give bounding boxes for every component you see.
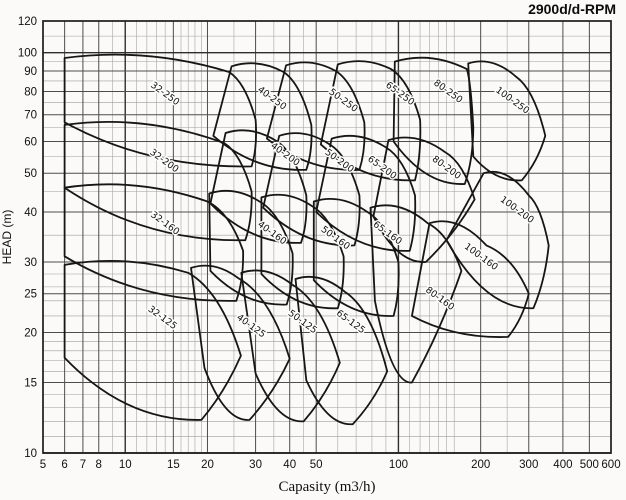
envelope-100-250 [467, 60, 547, 182]
x-tick-label: 400 [553, 459, 572, 471]
axis-tick-labels: 5 6 7 8 10 15 20 30 40 50 100 200 300 400 500 600 10 15 20… [18, 16, 621, 471]
x-tick-label: 20 [201, 459, 214, 471]
envelope-50-160 [260, 193, 345, 310]
y-tick-label: 40 [24, 207, 37, 219]
envelope-label-50-250: 50-250 [327, 87, 360, 115]
x-tick-label: 200 [471, 459, 490, 471]
envelope-80-250 [392, 56, 475, 185]
envelope-label-100-200: 100-200 [498, 194, 536, 226]
x-tick-label: 6 [61, 459, 67, 471]
y-tick-label: 20 [24, 327, 37, 339]
envelope-32-250 [63, 53, 257, 168]
x-tick-label: 100 [389, 459, 408, 471]
y-tick-label: 50 [24, 168, 37, 180]
envelope-65-160 [312, 198, 400, 317]
envelope-32-125 [63, 259, 242, 421]
envelope-32-160 [63, 183, 245, 302]
envelope-40-160 [208, 189, 294, 306]
y-tick-label: 60 [24, 137, 37, 149]
x-tick-label: 5 [40, 459, 46, 471]
y-tick-label: 15 [24, 378, 37, 390]
y-tick-label: 100 [18, 48, 37, 60]
y-tick-label: 30 [24, 257, 37, 269]
envelope-50-200 [262, 132, 361, 247]
pump-envelopes: 32-250 40-250 50-250 65-250 80-250 100-25032-… [63, 53, 550, 426]
chart-title: 2900d/d-RPM [528, 1, 616, 17]
envelope-32-200 [63, 121, 253, 242]
envelope-65-250 [319, 60, 422, 182]
envelope-label-40-160: 40-160 [255, 219, 288, 247]
y-tick-label: 25 [24, 289, 37, 301]
x-tick-label: 40 [283, 459, 296, 471]
x-axis-title: Capasity (m3/h) [278, 479, 375, 495]
plot-frame [42, 20, 612, 454]
grid [42, 20, 612, 454]
envelope-label-100-250: 100-250 [493, 85, 531, 117]
envelope-100-160 [411, 220, 530, 338]
envelope-80-160 [369, 204, 463, 384]
x-tick-label: 500 [580, 459, 599, 471]
y-tick-label: 70 [24, 110, 37, 122]
envelope-50-250 [266, 61, 366, 171]
envelope-label-32-125: 32-125 [146, 304, 179, 332]
envelope-80-200 [372, 136, 476, 263]
x-tick-label: 7 [80, 459, 86, 471]
x-tick-label: 600 [601, 459, 620, 471]
x-tick-label: 10 [119, 459, 132, 471]
envelope-50-125 [240, 269, 341, 423]
y-tick-label: 80 [24, 86, 37, 98]
envelope-40-125 [190, 264, 291, 421]
envelope-65-125 [294, 275, 389, 426]
y-tick-label: 10 [24, 448, 37, 460]
y-axis-title: HEAD (m) [0, 210, 14, 265]
x-tick-label: 30 [249, 459, 262, 471]
envelope-label-40-250: 40-250 [255, 84, 288, 112]
x-tick-label: 50 [310, 459, 323, 471]
x-tick-label: 8 [96, 459, 102, 471]
x-tick-label: 300 [519, 459, 538, 471]
x-tick-label: 15 [167, 459, 180, 471]
envelope-65-200 [315, 134, 417, 252]
envelope-100-200 [445, 170, 550, 310]
envelope-label-50-125: 50-125 [286, 308, 319, 336]
envelope-40-250 [212, 62, 313, 171]
y-tick-label: 90 [24, 66, 37, 78]
y-tick-label: 120 [18, 16, 37, 28]
